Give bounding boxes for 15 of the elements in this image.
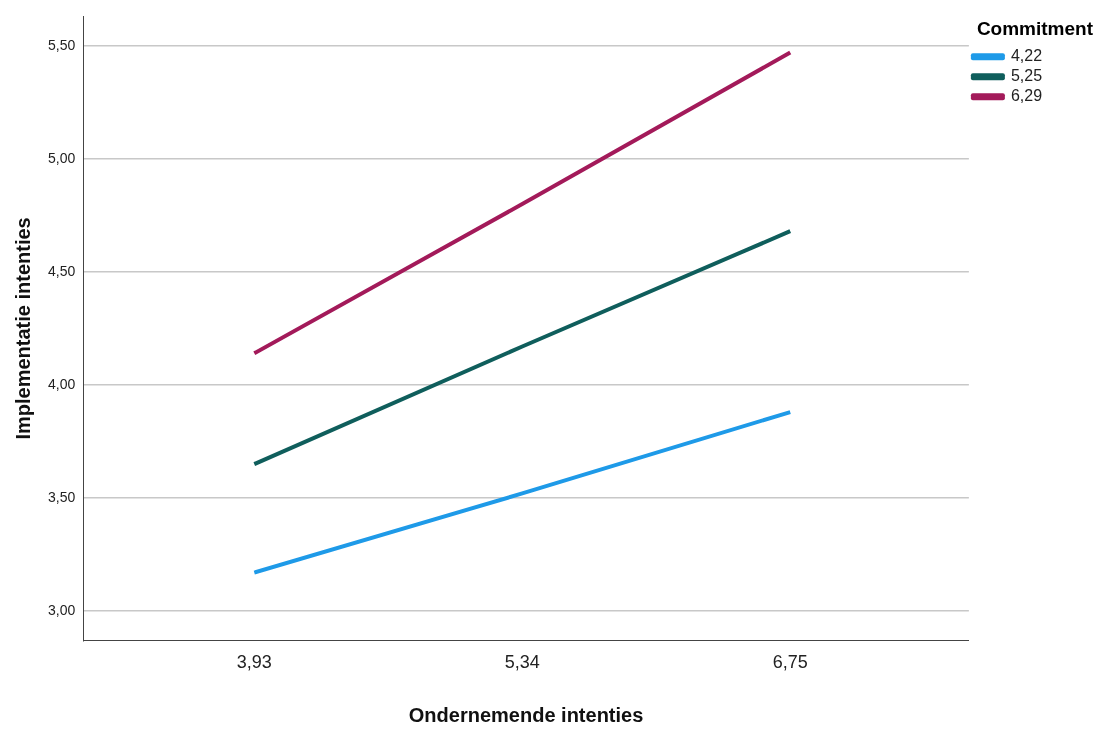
- y-tick-label: 3,50: [48, 488, 76, 505]
- x-axis-title: Ondernemende intenties: [408, 703, 644, 726]
- y-tick-label: 4,50: [48, 262, 76, 279]
- legend-label: 4,22: [1010, 47, 1043, 65]
- y-axis-title: Implementatie intenties: [11, 217, 34, 440]
- y-tick-label: 3,00: [48, 601, 76, 618]
- legend-label: 6,29: [1010, 87, 1043, 105]
- legend-title: Commitment: [976, 17, 1094, 39]
- y-tick-label: 5,00: [48, 149, 76, 166]
- x-tick-label: 3,93: [236, 652, 272, 673]
- y-tick-label: 4,00: [48, 375, 76, 392]
- legend-label: 5,25: [1010, 67, 1043, 85]
- y-tick-label: 5,50: [48, 36, 76, 53]
- x-tick-label: 6,75: [772, 652, 808, 673]
- x-tick-label: 5,34: [504, 652, 540, 673]
